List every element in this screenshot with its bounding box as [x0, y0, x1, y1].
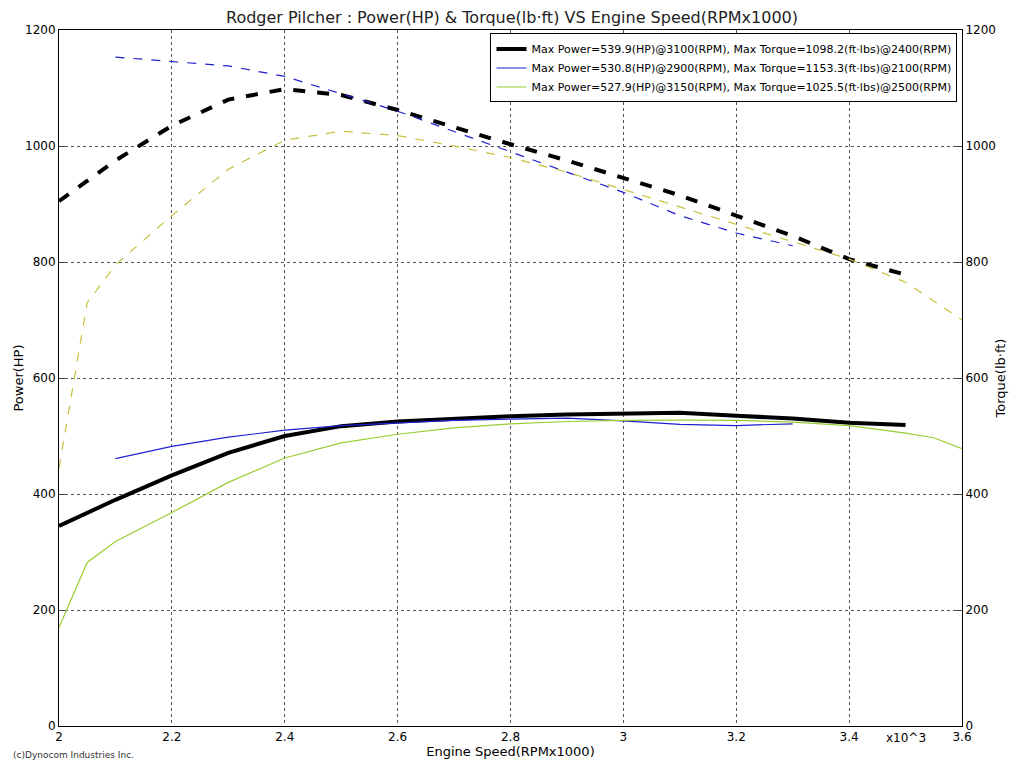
- svg-text:600: 600: [965, 371, 988, 385]
- svg-text:0: 0: [48, 719, 56, 733]
- svg-text:2.6: 2.6: [388, 730, 407, 744]
- svg-text:0: 0: [965, 719, 973, 733]
- svg-text:1000: 1000: [25, 139, 56, 153]
- svg-text:2.4: 2.4: [275, 730, 294, 744]
- svg-text:400: 400: [33, 487, 56, 501]
- svg-text:x10^3: x10^3: [886, 731, 926, 745]
- svg-text:400: 400: [965, 487, 988, 501]
- svg-text:800: 800: [33, 255, 56, 269]
- svg-text:3: 3: [620, 730, 628, 744]
- svg-text:1200: 1200: [25, 23, 56, 37]
- svg-text:Rodger Pilcher : Power(HP) & T: Rodger Pilcher : Power(HP) & Torque(lb·f…: [226, 8, 798, 27]
- svg-text:200: 200: [33, 603, 56, 617]
- svg-text:3.6: 3.6: [952, 730, 971, 744]
- svg-text:2.8: 2.8: [501, 730, 520, 744]
- svg-text:600: 600: [33, 371, 56, 385]
- svg-text:1000: 1000: [965, 139, 996, 153]
- svg-text:(c)Dynocom Industries Inc.: (c)Dynocom Industries Inc.: [13, 750, 134, 760]
- svg-text:2.2: 2.2: [162, 730, 181, 744]
- svg-text:Max Power=527.9(HP)@3150(RPM),: Max Power=527.9(HP)@3150(RPM), Max Torqu…: [531, 81, 951, 94]
- svg-text:800: 800: [965, 255, 988, 269]
- svg-text:3.4: 3.4: [840, 730, 859, 744]
- svg-text:Engine Speed(RPMx1000): Engine Speed(RPMx1000): [426, 744, 594, 759]
- svg-text:3.2: 3.2: [727, 730, 746, 744]
- svg-text:200: 200: [965, 603, 988, 617]
- svg-text:Max Power=530.8(HP)@2900(RPM),: Max Power=530.8(HP)@2900(RPM), Max Torqu…: [531, 62, 951, 75]
- svg-text:1200: 1200: [965, 23, 996, 37]
- svg-text:Max Power=539.9(HP)@3100(RPM),: Max Power=539.9(HP)@3100(RPM), Max Torqu…: [531, 43, 951, 56]
- svg-text:Torque(lb·ft): Torque(lb·ft): [993, 339, 1008, 419]
- svg-text:2: 2: [55, 730, 63, 744]
- svg-text:Power(HP): Power(HP): [11, 344, 26, 411]
